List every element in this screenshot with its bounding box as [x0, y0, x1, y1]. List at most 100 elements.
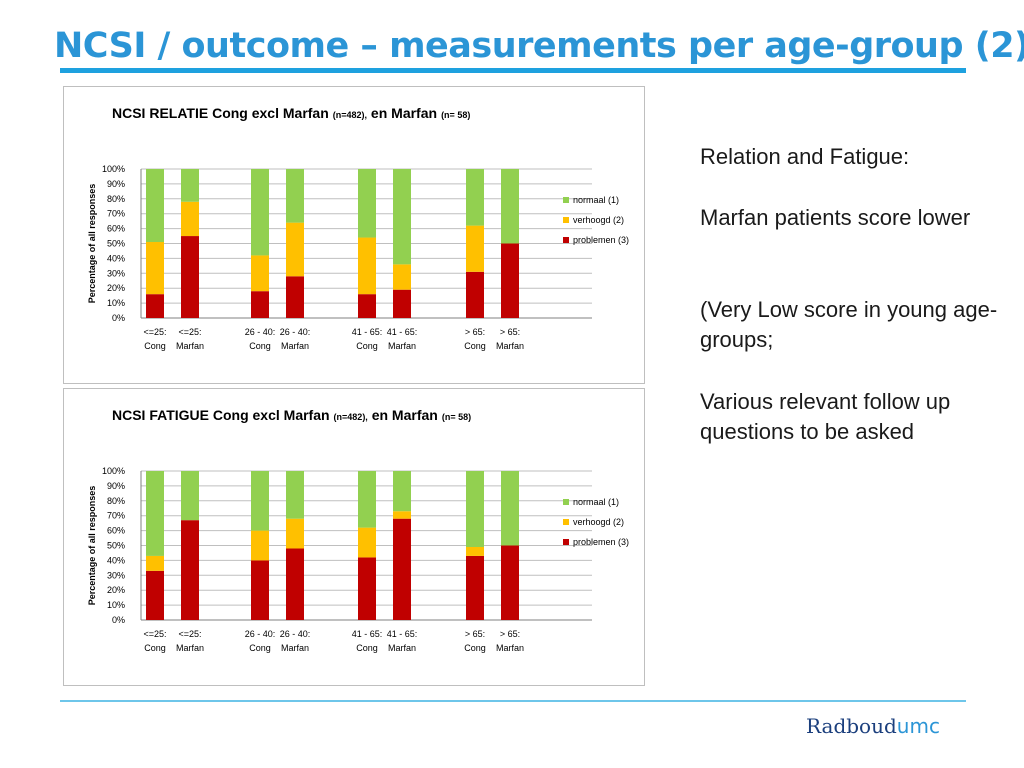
chart-title-n-marfan: (n= 58): [442, 412, 471, 422]
x-tick-label-bottom: Cong: [249, 643, 271, 653]
x-tick-label-top: > 65:: [500, 629, 520, 639]
x-tick-label-bottom: Marfan: [176, 643, 204, 653]
legend-swatch: [563, 519, 569, 525]
y-tick-label: 70%: [107, 511, 125, 521]
chart-title-n-cong: (n=482),: [334, 412, 368, 422]
bar-segment-verhoogd: [181, 201, 199, 237]
logo-brand: Radboud: [806, 714, 897, 738]
bar-segment-verhoogd: [358, 527, 376, 558]
bar-segment-problemen: [466, 555, 484, 620]
logo-suffix: umc: [896, 714, 940, 738]
y-tick-label: 0%: [112, 313, 125, 323]
x-tick-label-top: <=25:: [178, 327, 201, 337]
bar-segment-verhoogd: [251, 255, 269, 292]
x-tick-label-top: 41 - 65:: [387, 327, 418, 337]
legend-swatch: [563, 217, 569, 223]
bar-segment-normaal: [286, 169, 304, 223]
x-tick-label-bottom: Cong: [356, 643, 378, 653]
legend-label: verhoogd (2): [573, 517, 624, 527]
bar-segment-problemen: [393, 518, 411, 620]
x-tick-label-bottom: Cong: [464, 341, 486, 351]
chart-title: NCSI RELATIE Cong excl Marfan (n=482), en…: [112, 105, 470, 121]
y-tick-label: 50%: [107, 239, 125, 249]
chart-title: NCSI FATIGUE Cong excl Marfan (n=482), en…: [112, 407, 471, 423]
x-tick-label-top: 41 - 65:: [387, 629, 418, 639]
bar-segment-verhoogd: [251, 530, 269, 561]
bar-segment-normaal: [358, 169, 376, 238]
chart-relatie-svg: NCSI RELATIE Cong excl Marfan (n=482), en…: [87, 105, 629, 351]
y-axis-label: Percentage of all responses: [87, 486, 97, 606]
x-tick-label-top: > 65:: [465, 629, 485, 639]
bar-segment-problemen: [466, 271, 484, 318]
bar-segment-normaal: [466, 169, 484, 226]
bar-segment-verhoogd: [146, 555, 164, 571]
bar-segment-normaal: [466, 471, 484, 547]
bar-segment-normaal: [286, 471, 304, 519]
chart-title-n-marfan: (n= 58): [441, 110, 470, 120]
x-tick-label-bottom: Cong: [464, 643, 486, 653]
legend-swatch: [563, 499, 569, 505]
bar-segment-problemen: [501, 545, 519, 620]
x-tick-label-bottom: Marfan: [388, 643, 416, 653]
bar-segment-problemen: [181, 236, 199, 318]
y-tick-label: 40%: [107, 253, 125, 263]
y-tick-label: 50%: [107, 541, 125, 551]
x-tick-label-bottom: Marfan: [281, 341, 309, 351]
legend-swatch: [563, 197, 569, 203]
legend-label: verhoogd (2): [573, 215, 624, 225]
bar-segment-problemen: [251, 291, 269, 318]
side-finding: Marfan patients score lower: [700, 205, 971, 230]
bar-segment-normaal: [146, 169, 164, 243]
bar-segment-verhoogd: [286, 222, 304, 277]
y-tick-label: 80%: [107, 194, 125, 204]
x-tick-label-bottom: Cong: [144, 341, 166, 351]
x-tick-label-top: 41 - 65:: [352, 327, 383, 337]
bar-segment-verhoogd: [358, 237, 376, 295]
chart-title-main: NCSI FATIGUE Cong excl Marfan: [112, 407, 330, 423]
bar-segment-problemen: [393, 289, 411, 318]
y-tick-label: 30%: [107, 268, 125, 278]
x-tick-label-bottom: Marfan: [496, 643, 524, 653]
x-tick-label-top: 26 - 40:: [245, 327, 276, 337]
radboudumc-logo: Radboudumc: [806, 714, 940, 738]
bar-segment-normaal: [181, 471, 199, 521]
y-tick-label: 20%: [107, 283, 125, 293]
y-tick-label: 100%: [102, 466, 125, 476]
y-axis-label: Percentage of all responses: [87, 184, 97, 304]
y-tick-label: 10%: [107, 298, 125, 308]
bar-segment-problemen: [181, 520, 199, 620]
x-tick-label-top: > 65:: [465, 327, 485, 337]
x-tick-label-bottom: Marfan: [388, 341, 416, 351]
bar-segment-normaal: [251, 471, 269, 531]
y-tick-label: 30%: [107, 570, 125, 580]
x-tick-label-top: > 65:: [500, 327, 520, 337]
x-tick-label-top: 26 - 40:: [280, 629, 311, 639]
legend-swatch: [563, 237, 569, 243]
x-tick-label-bottom: Cong: [356, 341, 378, 351]
side-note-young: (Very Low score in young age-groups;: [700, 297, 998, 352]
chart-title-main: NCSI RELATIE Cong excl Marfan: [112, 105, 329, 121]
x-tick-label-top: <=25:: [178, 629, 201, 639]
x-tick-label-bottom: Marfan: [281, 643, 309, 653]
x-tick-label-top: <=25:: [143, 629, 166, 639]
bar-segment-verhoogd: [286, 518, 304, 549]
x-tick-label-bottom: Cong: [249, 341, 271, 351]
bar-segment-normaal: [393, 169, 411, 265]
bar-segment-problemen: [286, 276, 304, 318]
side-heading: Relation and Fatigue:: [700, 144, 910, 169]
bar-segment-problemen: [501, 243, 519, 318]
y-tick-label: 0%: [112, 615, 125, 625]
bar-segment-verhoogd: [466, 225, 484, 272]
legend-label: problemen (3): [573, 235, 629, 245]
bar-segment-normaal: [501, 169, 519, 244]
y-tick-label: 60%: [107, 224, 125, 234]
bar-segment-normaal: [358, 471, 376, 528]
x-tick-label-top: 26 - 40:: [280, 327, 311, 337]
bar-segment-normaal: [181, 169, 199, 202]
chart-fatigue-svg: NCSI FATIGUE Cong excl Marfan (n=482), en…: [87, 407, 629, 653]
x-tick-label-bottom: Marfan: [176, 341, 204, 351]
x-tick-label-bottom: Marfan: [496, 341, 524, 351]
x-tick-label-top: <=25:: [143, 327, 166, 337]
bar-segment-problemen: [358, 294, 376, 318]
bar-segment-normaal: [146, 471, 164, 556]
